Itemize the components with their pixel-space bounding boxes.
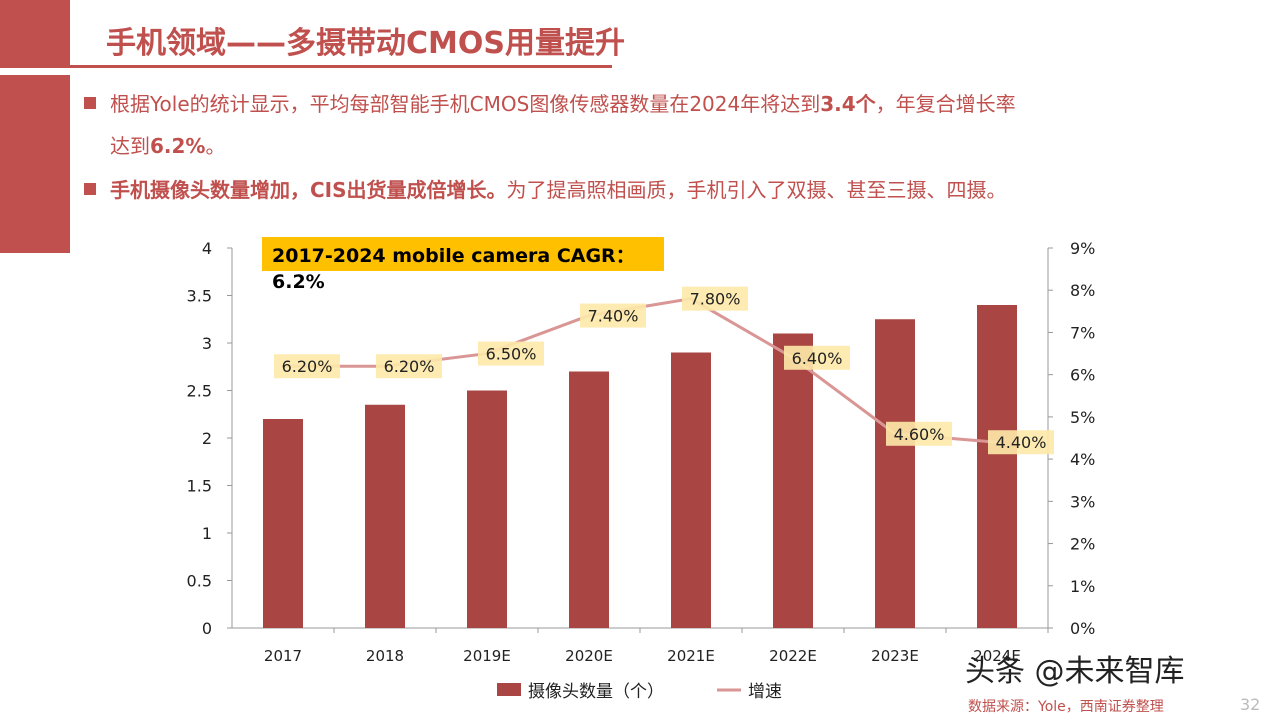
right-tick-label: 9%	[1070, 239, 1095, 258]
data-label-bg	[580, 303, 646, 328]
bar	[977, 305, 1017, 628]
bullet-square-icon	[84, 183, 96, 195]
accent-block-top	[0, 0, 70, 68]
bullet-text: 达到	[110, 134, 150, 158]
bullet-text: 。	[205, 134, 226, 158]
right-tick-label: 6%	[1070, 366, 1095, 385]
left-tick-label: 0.5	[187, 572, 212, 591]
data-label: 6.20%	[282, 357, 333, 376]
left-tick-label: 2.5	[187, 382, 212, 401]
cagr-annotation-line2: 6.2%	[272, 271, 325, 293]
data-label-bg	[682, 286, 748, 311]
data-label: 6.40%	[792, 349, 843, 368]
right-tick-label: 2%	[1070, 535, 1095, 554]
data-label: 4.40%	[996, 433, 1047, 452]
bullet-2: 手机摄像头数量增加，CIS出货量成倍增长。为了提高照相画质，手机引入了双摄、甚至…	[84, 174, 1007, 203]
x-tick-label: 2021E	[667, 647, 715, 665]
legend-line-label: 增速	[748, 682, 782, 702]
data-label-bg	[886, 421, 952, 446]
bullet-bold: 手机摄像头数量增加，CIS出货量成倍增长。	[110, 178, 507, 202]
x-tick-label: 2023E	[871, 647, 919, 665]
right-tick-label: 7%	[1070, 323, 1095, 342]
data-label-bg	[988, 430, 1054, 455]
data-label: 6.50%	[486, 345, 537, 364]
x-tick-label: 2017	[264, 647, 302, 665]
bullet-1-cont: 达到6.2%。	[110, 130, 225, 159]
bullet-text: ，年复合增长率	[875, 92, 1016, 116]
bullet-1: 根据Yole的统计显示，平均每部智能手机CMOS图像传感器数量在2024年将达到…	[84, 88, 1016, 117]
left-tick-label: 3	[202, 334, 212, 353]
left-tick-label: 4	[202, 239, 212, 258]
bullet-text: 根据Yole的统计显示，平均每部智能手机CMOS图像传感器数量在2024年将达到	[110, 92, 821, 116]
data-label: 6.20%	[384, 357, 435, 376]
data-label-bg	[478, 341, 544, 366]
right-tick-label: 0%	[1070, 619, 1095, 638]
legend-bar-label: 摄像头数量（个）	[528, 682, 664, 702]
right-tick-label: 4%	[1070, 450, 1095, 469]
x-tick-label: 2020E	[565, 647, 613, 665]
data-label-bg	[784, 345, 850, 370]
left-tick-label: 2	[202, 429, 212, 448]
bar	[671, 352, 711, 628]
data-label: 7.80%	[690, 290, 741, 309]
page-number: 32	[1240, 695, 1261, 714]
x-tick-label: 2024E	[973, 647, 1021, 665]
bar	[773, 333, 813, 628]
right-tick-label: 8%	[1070, 281, 1095, 300]
data-label-bg	[274, 354, 340, 379]
bullet-bold: 6.2%	[150, 134, 206, 158]
cagr-annotation-line1: 2017-2024 mobile camera CAGR：	[272, 245, 635, 267]
bar	[875, 319, 915, 628]
bullet-bold: 3.4个	[820, 92, 876, 116]
data-label-bg	[376, 354, 442, 379]
legend-bar-swatch	[497, 683, 521, 696]
right-tick-label: 3%	[1070, 492, 1095, 511]
x-tick-label: 2022E	[769, 647, 817, 665]
right-tick-label: 1%	[1070, 577, 1095, 596]
x-tick-label: 2019E	[463, 647, 511, 665]
watermark: 头条 @未来智库	[965, 654, 1185, 689]
bar	[569, 371, 609, 628]
accent-block-side	[0, 75, 70, 253]
data-label: 7.40%	[588, 307, 639, 326]
left-tick-label: 1	[202, 524, 212, 543]
left-tick-label: 0	[202, 619, 212, 638]
bar	[467, 390, 507, 628]
data-label: 4.60%	[894, 425, 945, 444]
data-source: 数据来源：Yole，西南证券整理	[968, 699, 1164, 715]
page-title: 手机领域——多摄带动CMOS用量提升	[106, 26, 625, 61]
bullet-text: 为了提高照相画质，手机引入了双摄、甚至三摄、四摄。	[506, 178, 1007, 202]
x-tick-label: 2018	[366, 647, 404, 665]
cagr-annotation-box	[262, 237, 664, 271]
title-underline	[70, 65, 612, 68]
bar	[263, 419, 303, 628]
left-tick-label: 1.5	[187, 477, 212, 496]
bullet-square-icon	[84, 97, 96, 109]
right-tick-label: 5%	[1070, 408, 1095, 427]
bar	[365, 404, 405, 628]
left-tick-label: 3.5	[187, 287, 212, 306]
